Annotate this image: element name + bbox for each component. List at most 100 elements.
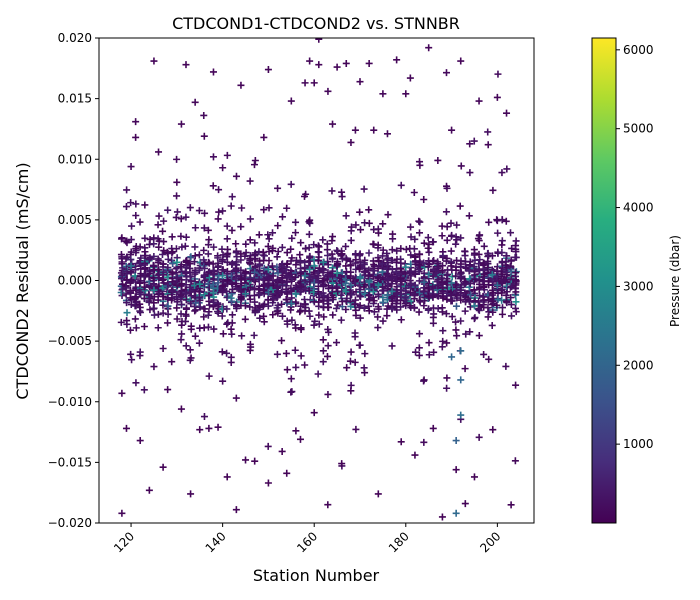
colorbar-tick-label: 2000 xyxy=(623,358,654,372)
data-point xyxy=(292,363,300,371)
data-point xyxy=(411,235,419,243)
data-point xyxy=(127,236,135,244)
data-point xyxy=(474,235,482,243)
data-point xyxy=(443,223,451,231)
data-point xyxy=(442,310,450,318)
data-point xyxy=(200,413,208,421)
data-point xyxy=(301,192,309,200)
data-point xyxy=(397,265,405,273)
data-point xyxy=(278,267,286,275)
y-tick-label: −0.010 xyxy=(48,395,92,409)
data-point xyxy=(407,233,415,241)
data-point xyxy=(232,267,240,275)
data-point xyxy=(177,405,185,413)
data-point xyxy=(370,308,378,316)
data-point xyxy=(319,336,327,344)
data-point xyxy=(265,275,273,283)
data-point xyxy=(242,240,250,248)
data-point xyxy=(315,243,323,251)
data-point xyxy=(397,181,405,189)
data-point xyxy=(360,283,368,291)
data-point xyxy=(227,202,235,210)
data-point xyxy=(238,332,246,340)
data-point xyxy=(278,276,286,284)
data-point xyxy=(237,256,245,264)
data-point xyxy=(415,217,423,225)
data-point xyxy=(475,275,483,283)
data-point xyxy=(457,286,465,294)
data-point xyxy=(379,317,387,325)
data-point xyxy=(442,69,450,77)
data-point xyxy=(439,252,447,260)
data-point xyxy=(164,206,172,214)
data-point xyxy=(182,304,190,312)
data-point xyxy=(512,248,520,256)
data-point xyxy=(502,362,510,370)
data-point xyxy=(461,500,469,508)
data-point xyxy=(159,309,167,317)
data-point xyxy=(457,317,465,325)
data-point xyxy=(168,358,176,366)
data-point xyxy=(178,243,186,251)
data-point xyxy=(119,285,127,293)
data-point xyxy=(237,223,245,231)
data-point xyxy=(351,358,359,366)
data-point xyxy=(196,296,204,304)
data-point xyxy=(420,438,428,446)
data-point xyxy=(177,215,185,223)
data-point xyxy=(269,229,277,237)
data-point xyxy=(475,305,483,313)
data-point xyxy=(406,74,414,82)
data-point xyxy=(274,248,282,256)
data-point xyxy=(342,59,350,67)
data-point xyxy=(457,57,465,65)
data-point xyxy=(470,302,478,310)
data-point xyxy=(471,271,479,279)
data-point xyxy=(346,257,354,265)
data-point xyxy=(209,298,217,306)
data-point xyxy=(265,204,273,212)
data-point xyxy=(361,256,369,264)
data-point xyxy=(388,287,396,295)
data-point xyxy=(141,261,149,269)
data-point xyxy=(209,281,217,289)
data-point xyxy=(196,426,204,434)
data-point xyxy=(388,342,396,350)
data-point xyxy=(480,283,488,291)
data-point xyxy=(200,132,208,140)
data-point xyxy=(264,442,272,450)
data-point xyxy=(334,301,342,309)
data-point xyxy=(196,280,204,288)
data-point xyxy=(347,281,355,289)
data-point xyxy=(347,138,355,146)
data-point xyxy=(287,375,295,383)
data-point xyxy=(283,469,291,477)
data-point xyxy=(195,251,203,259)
data-point xyxy=(511,457,519,465)
data-point xyxy=(342,306,350,314)
data-point xyxy=(484,250,492,258)
data-point xyxy=(219,330,227,338)
data-point xyxy=(255,231,263,239)
data-point xyxy=(195,339,203,347)
data-point xyxy=(169,286,177,294)
data-point xyxy=(233,253,241,261)
data-point xyxy=(218,348,226,356)
data-point xyxy=(466,140,474,148)
data-point xyxy=(310,79,318,87)
y-tick-label: 0.010 xyxy=(58,152,92,166)
data-point xyxy=(150,363,158,371)
colorbar-tick-label: 1000 xyxy=(623,437,654,451)
data-point xyxy=(494,249,502,257)
data-point xyxy=(232,394,240,402)
data-point xyxy=(356,341,364,349)
data-point xyxy=(131,315,139,323)
data-point xyxy=(411,281,419,289)
data-point xyxy=(250,331,258,339)
data-point xyxy=(512,298,520,306)
data-point xyxy=(457,347,465,355)
data-point xyxy=(117,251,125,259)
data-point xyxy=(264,66,272,74)
data-point xyxy=(310,241,318,249)
